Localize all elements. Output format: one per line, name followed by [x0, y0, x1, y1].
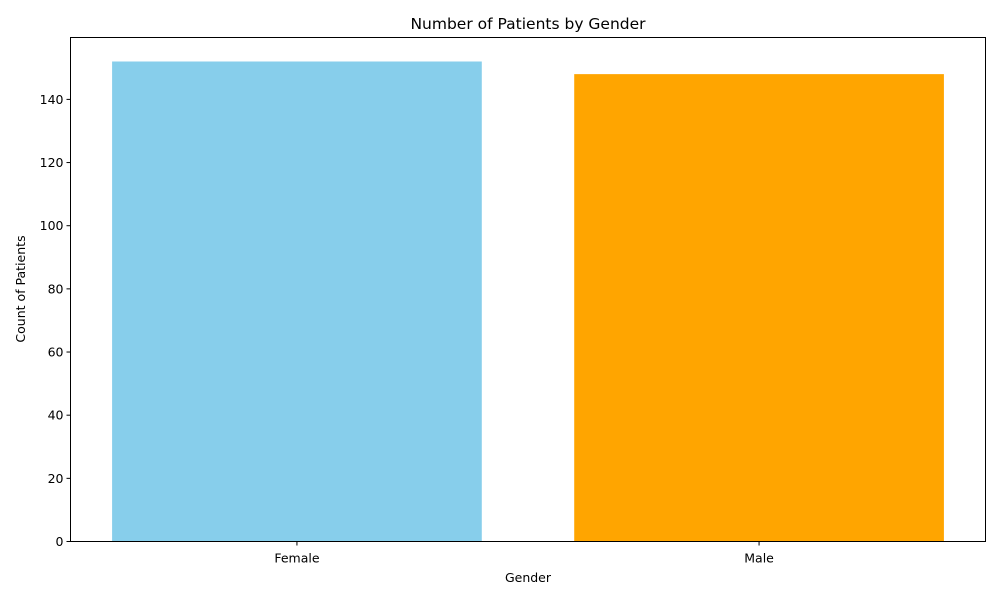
x-axis-label: Gender [505, 570, 552, 585]
y-axis-label: Count of Patients [13, 235, 28, 342]
x-tick-label: Male [744, 551, 774, 566]
chart-title: Number of Patients by Gender [410, 15, 646, 33]
bar-male [574, 74, 944, 542]
y-axis-ticks: 0 20 40 60 80 100 120 140 [40, 92, 71, 549]
y-tick-label: 120 [40, 155, 64, 170]
x-tick-label: Female [274, 551, 320, 566]
x-axis-ticks: Female Male [274, 541, 774, 566]
plot-frame [70, 37, 986, 542]
y-tick-label: 100 [40, 218, 64, 233]
y-tick-label: 20 [48, 471, 64, 486]
bars-layer [112, 61, 944, 542]
bar-female [112, 61, 482, 542]
y-tick-label: 0 [56, 534, 64, 549]
y-tick-label: 40 [48, 408, 64, 423]
y-tick-label: 60 [48, 345, 64, 360]
y-tick-label: 80 [48, 281, 64, 296]
y-tick-label: 140 [40, 92, 64, 107]
